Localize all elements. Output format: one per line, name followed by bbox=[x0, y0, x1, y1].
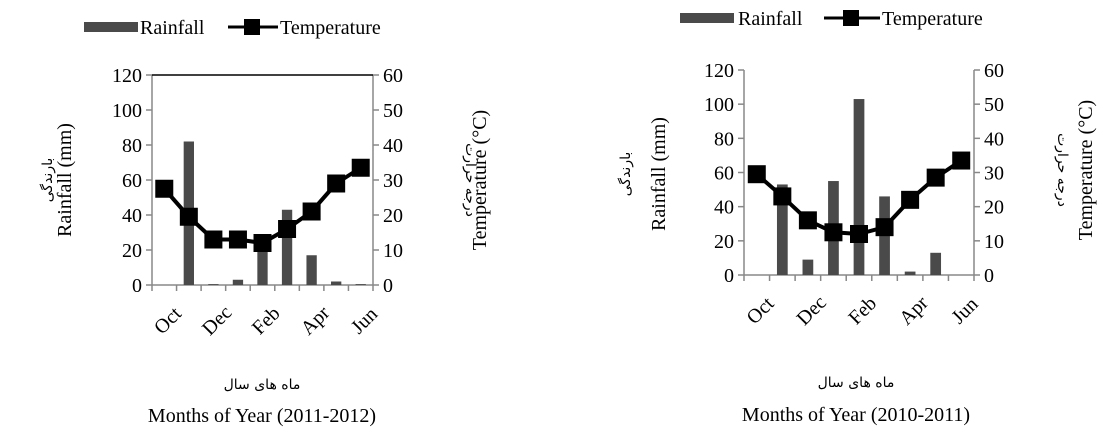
legend-rainfall-label: Rainfall bbox=[738, 8, 803, 30]
climate-chart-2011-2012: Rainfall Temperature 0 20 40 60 80 100 120 0 10 2… bbox=[39, 17, 491, 427]
y-axis-left-label: Rainfall (mm) bbox=[54, 123, 76, 237]
rainfall-bar bbox=[331, 281, 342, 285]
y-left-tick-label: 80 bbox=[122, 135, 142, 157]
x-tick-label: Feb bbox=[844, 292, 881, 329]
temperature-point bbox=[798, 211, 817, 230]
y-right-tick-label: 20 bbox=[383, 205, 403, 227]
temperature-point bbox=[228, 230, 247, 249]
temperature-point bbox=[850, 225, 868, 243]
x-tick-label: Dec bbox=[198, 302, 236, 340]
legend-temperature-marker bbox=[843, 10, 859, 26]
y-left-tick-label: 120 bbox=[112, 65, 142, 87]
y-right-tick-label: 20 bbox=[984, 197, 1004, 219]
legend: Rainfall Temperature bbox=[680, 8, 983, 30]
legend: Rainfall Temperature bbox=[84, 17, 381, 39]
temperature-point bbox=[351, 158, 370, 177]
climate-chart-2010-2011: Rainfall Temperature 0 20 40 60 80 100 120 0 10 2… bbox=[617, 8, 1097, 426]
y-left-tick-label: 20 bbox=[122, 240, 142, 262]
rainfall-bar bbox=[930, 252, 942, 275]
y-left-tick-label: 120 bbox=[704, 60, 734, 82]
x-tick-label: Apr bbox=[297, 302, 335, 340]
rainfall-bar bbox=[257, 244, 268, 285]
plot-area: 0 20 40 60 80 100 120 0 10 20 30 40 50 60 Oct Dec Feb Apr… bbox=[112, 65, 403, 340]
y-left-tick-label: 80 bbox=[714, 128, 734, 150]
temperature-point bbox=[253, 234, 272, 252]
temperature-point bbox=[204, 230, 223, 249]
y-axis-right-label: Temperature (°C) bbox=[1075, 100, 1097, 240]
y-left-tick-label: 20 bbox=[714, 231, 734, 253]
y-axis-right-label-fa: درجه حرارت bbox=[462, 143, 478, 217]
y-right-tick-label: 40 bbox=[383, 135, 403, 157]
y-left-tick-label: 100 bbox=[112, 100, 142, 122]
rainfall-bar bbox=[802, 259, 814, 275]
rainfall-bar bbox=[208, 284, 219, 285]
temperature-point bbox=[773, 187, 792, 206]
x-axis-label: Months of Year (2010-2011) bbox=[742, 404, 970, 426]
temperature-point bbox=[327, 174, 346, 193]
y-axis-left-label: Rainfall (mm) bbox=[648, 117, 670, 231]
rainfall-bar bbox=[904, 271, 916, 275]
y-left-tick-label: 0 bbox=[132, 275, 142, 297]
x-tick-label: Oct bbox=[743, 292, 779, 328]
rainfall-bar bbox=[776, 184, 788, 275]
legend-rainfall-swatch bbox=[84, 22, 138, 32]
y-right-tick-label: 40 bbox=[984, 128, 1004, 150]
legend-temperature-label: Temperature bbox=[882, 8, 983, 30]
legend-temperature-marker bbox=[244, 19, 260, 35]
rainfall-bar bbox=[306, 255, 317, 285]
y-left-tick-label: 40 bbox=[122, 205, 142, 227]
rainfall-bar bbox=[853, 99, 865, 276]
x-tick-label: Oct bbox=[150, 302, 186, 338]
temperature-point bbox=[278, 220, 297, 238]
y-axis-right-label: Temperature (°C) bbox=[469, 110, 491, 250]
temperature-point bbox=[824, 223, 843, 242]
y-left-tick-label: 60 bbox=[714, 163, 734, 185]
y-left-tick-label: 40 bbox=[714, 197, 734, 219]
rainfall-bar bbox=[281, 209, 293, 285]
legend-rainfall-swatch bbox=[680, 13, 734, 23]
y-axis-right-label-fa: درجه حرارت bbox=[1054, 133, 1070, 207]
x-tick-label: Jun bbox=[947, 293, 982, 328]
plot-area: 0 20 40 60 80 100 120 0 10 20 30 40 50 60 Oct Dec Feb Apr… bbox=[704, 60, 1004, 330]
temperature-point bbox=[952, 151, 971, 170]
x-axis-label-fa: ماه های سال bbox=[224, 377, 301, 393]
y-right-tick-label: 10 bbox=[383, 240, 403, 262]
legend-rainfall-label: Rainfall bbox=[140, 17, 205, 39]
y-right-tick-label: 10 bbox=[984, 231, 1004, 253]
temperature-point bbox=[179, 207, 198, 226]
temperature-point bbox=[302, 202, 321, 221]
y-right-tick-label: 60 bbox=[984, 60, 1004, 82]
temperature-point bbox=[155, 179, 174, 198]
x-tick-label: Apr bbox=[895, 292, 933, 330]
y-axis-left-label-fa: بارندگی bbox=[617, 152, 634, 197]
rainfall-bar bbox=[355, 284, 366, 285]
temperature-point bbox=[875, 218, 894, 237]
x-tick-label: Feb bbox=[248, 302, 285, 339]
x-axis-label: Months of Year (2011-2012) bbox=[148, 405, 376, 427]
y-right-tick-label: 0 bbox=[383, 275, 393, 297]
y-left-tick-label: 100 bbox=[704, 94, 734, 116]
y-right-tick-label: 0 bbox=[984, 265, 994, 287]
y-left-tick-label: 0 bbox=[724, 265, 734, 287]
y-right-tick-label: 50 bbox=[984, 94, 1004, 116]
temperature-point bbox=[747, 165, 766, 184]
temperature-point bbox=[926, 168, 945, 187]
x-tick-label: Jun bbox=[347, 303, 382, 338]
temperature-point bbox=[901, 190, 920, 209]
x-axis-label-fa: ماه های سال bbox=[818, 375, 895, 391]
y-right-tick-label: 60 bbox=[383, 65, 403, 87]
y-right-tick-label: 50 bbox=[383, 100, 403, 122]
rainfall-bar bbox=[232, 279, 244, 285]
legend-temperature-label: Temperature bbox=[280, 17, 381, 39]
y-right-tick-label: 30 bbox=[383, 170, 403, 192]
y-right-tick-label: 30 bbox=[984, 163, 1004, 185]
y-left-tick-label: 60 bbox=[122, 170, 142, 192]
y-axis-left-label-fa: بارندگی bbox=[39, 158, 56, 203]
x-tick-label: Dec bbox=[792, 292, 830, 330]
